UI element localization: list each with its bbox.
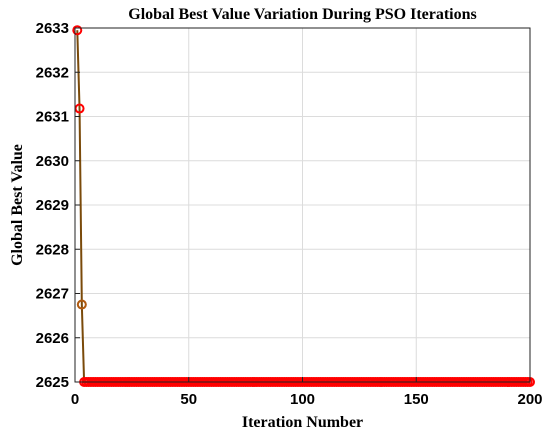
y-tick-label: 2627 xyxy=(36,286,69,303)
y-tick-label: 2630 xyxy=(36,153,69,170)
data-point xyxy=(76,299,87,310)
x-tick-label: 0 xyxy=(71,391,79,408)
y-axis-label: Global Best Value xyxy=(9,144,26,266)
grid xyxy=(75,28,530,382)
x-axis-label: Iteration Number xyxy=(242,414,363,431)
series-line xyxy=(76,30,530,383)
y-tick-label: 2629 xyxy=(36,197,69,214)
y-tick-label: 2631 xyxy=(36,109,69,126)
x-axis: 0 50 100 150 200 xyxy=(71,377,543,408)
data-point xyxy=(74,103,85,114)
x-tick-label: 150 xyxy=(404,391,429,408)
y-tick-label: 2625 xyxy=(36,374,69,391)
y-tick-label: 2628 xyxy=(36,241,69,258)
y-tick-label: 2633 xyxy=(36,20,69,37)
x-tick-label: 200 xyxy=(517,391,542,408)
data-point xyxy=(72,25,83,36)
x-tick-label: 100 xyxy=(290,391,315,408)
y-axis: 2625 2626 2627 2628 2629 2630 2631 2632 2633 xyxy=(36,20,80,391)
y-tick-label: 2632 xyxy=(36,64,69,81)
x-tick-label: 50 xyxy=(180,391,197,408)
chart-title: Global Best Value Variation During PSO I… xyxy=(128,6,477,23)
series-layer xyxy=(72,25,535,387)
y-tick-label: 2626 xyxy=(36,330,69,347)
